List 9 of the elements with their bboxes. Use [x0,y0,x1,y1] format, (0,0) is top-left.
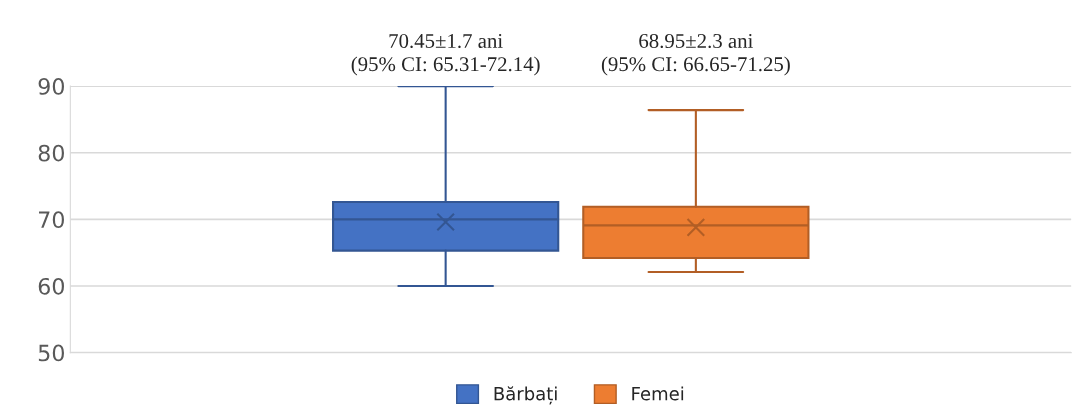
y-tick-label: 80 [38,144,64,162]
y-tick-label: 70 [39,211,64,229]
y-tick-label: 60 [38,277,64,295]
text: 70.45±1.7 ani (95% CI: 65.31-72.14) [351,33,540,76]
y-tick-label: 50 [38,344,64,362]
legend-label: Bărbați [494,386,557,405]
y-tick-label: 90 [38,78,64,95]
text: 68.95±2.3 ani (95% CI: 66.65-71.25) [601,33,790,76]
legend-label: Femei [632,386,684,401]
